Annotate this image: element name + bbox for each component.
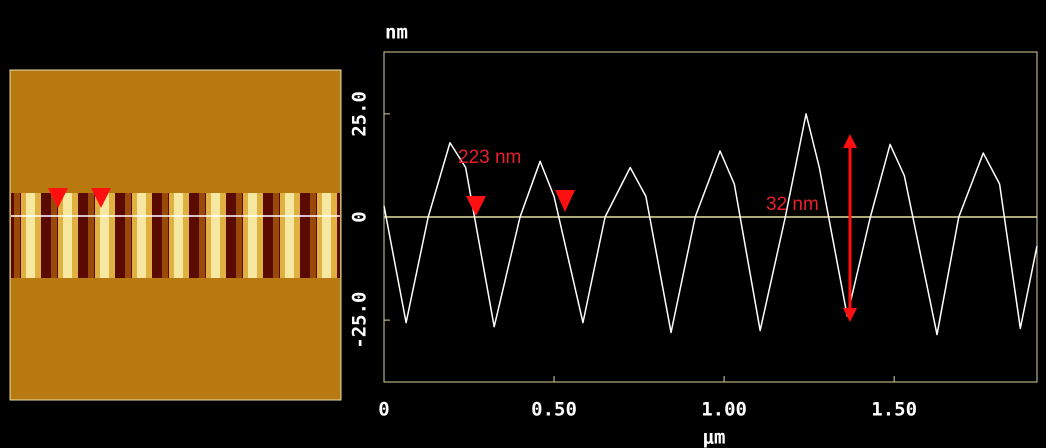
x-tick-label: 0 [378, 399, 389, 421]
y-axis-label: nm [385, 22, 408, 44]
image-stripes [11, 193, 340, 278]
x-tick-label: 1.00 [701, 399, 747, 421]
y-tick-label: 0 [349, 211, 371, 222]
x-axis-label: μm [703, 427, 726, 448]
afm-image [10, 70, 341, 400]
cursor-marker [555, 190, 575, 212]
annotation: 32 nm [766, 194, 819, 215]
plot: 25.0 0 -25.0 0 0.50 1.00 1.50 [349, 91, 1038, 421]
y-tick-label: -25.0 [349, 292, 371, 349]
annotation: 223 nm [458, 147, 521, 168]
x-tick-label: 1.50 [871, 399, 917, 421]
screen: nm μm 25.0 0 -25.0 0 0.50 1.00 1.50 223 nm 32 … [0, 0, 1046, 448]
x-tick-label: 0.50 [531, 399, 577, 421]
cursor-marker [466, 196, 486, 216]
y-tick-label: 25.0 [349, 91, 371, 137]
